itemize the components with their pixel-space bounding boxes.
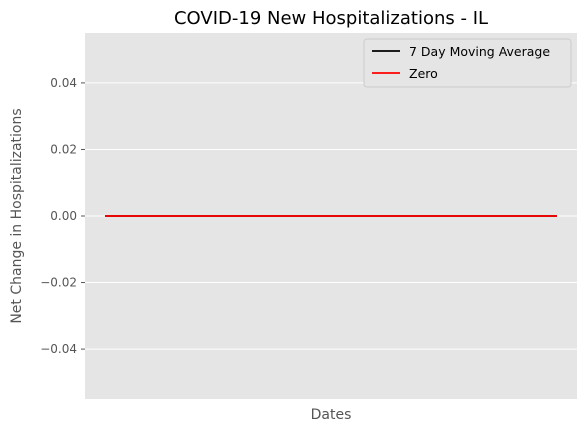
y-tick-label: 0.04	[50, 76, 77, 90]
y-tick-label: 0.02	[50, 142, 77, 156]
legend: 7 Day Moving Average Zero	[363, 38, 572, 88]
y-axis-ticks: 0.04 0.02 0.00 −0.02 −0.04	[40, 76, 85, 356]
chart-title: COVID-19 New Hospitalizations - IL	[174, 8, 488, 29]
y-tick-label: 0.00	[50, 209, 77, 223]
y-axis-label: Net Change in Hospitalizations	[9, 108, 25, 323]
legend-label-moving-average: 7 Day Moving Average	[409, 44, 550, 59]
y-tick-label: −0.02	[40, 276, 77, 290]
legend-box	[363, 38, 572, 88]
legend-label-zero: Zero	[409, 66, 438, 81]
y-tick-label: −0.04	[40, 342, 77, 356]
x-axis-label: Dates	[311, 407, 352, 423]
